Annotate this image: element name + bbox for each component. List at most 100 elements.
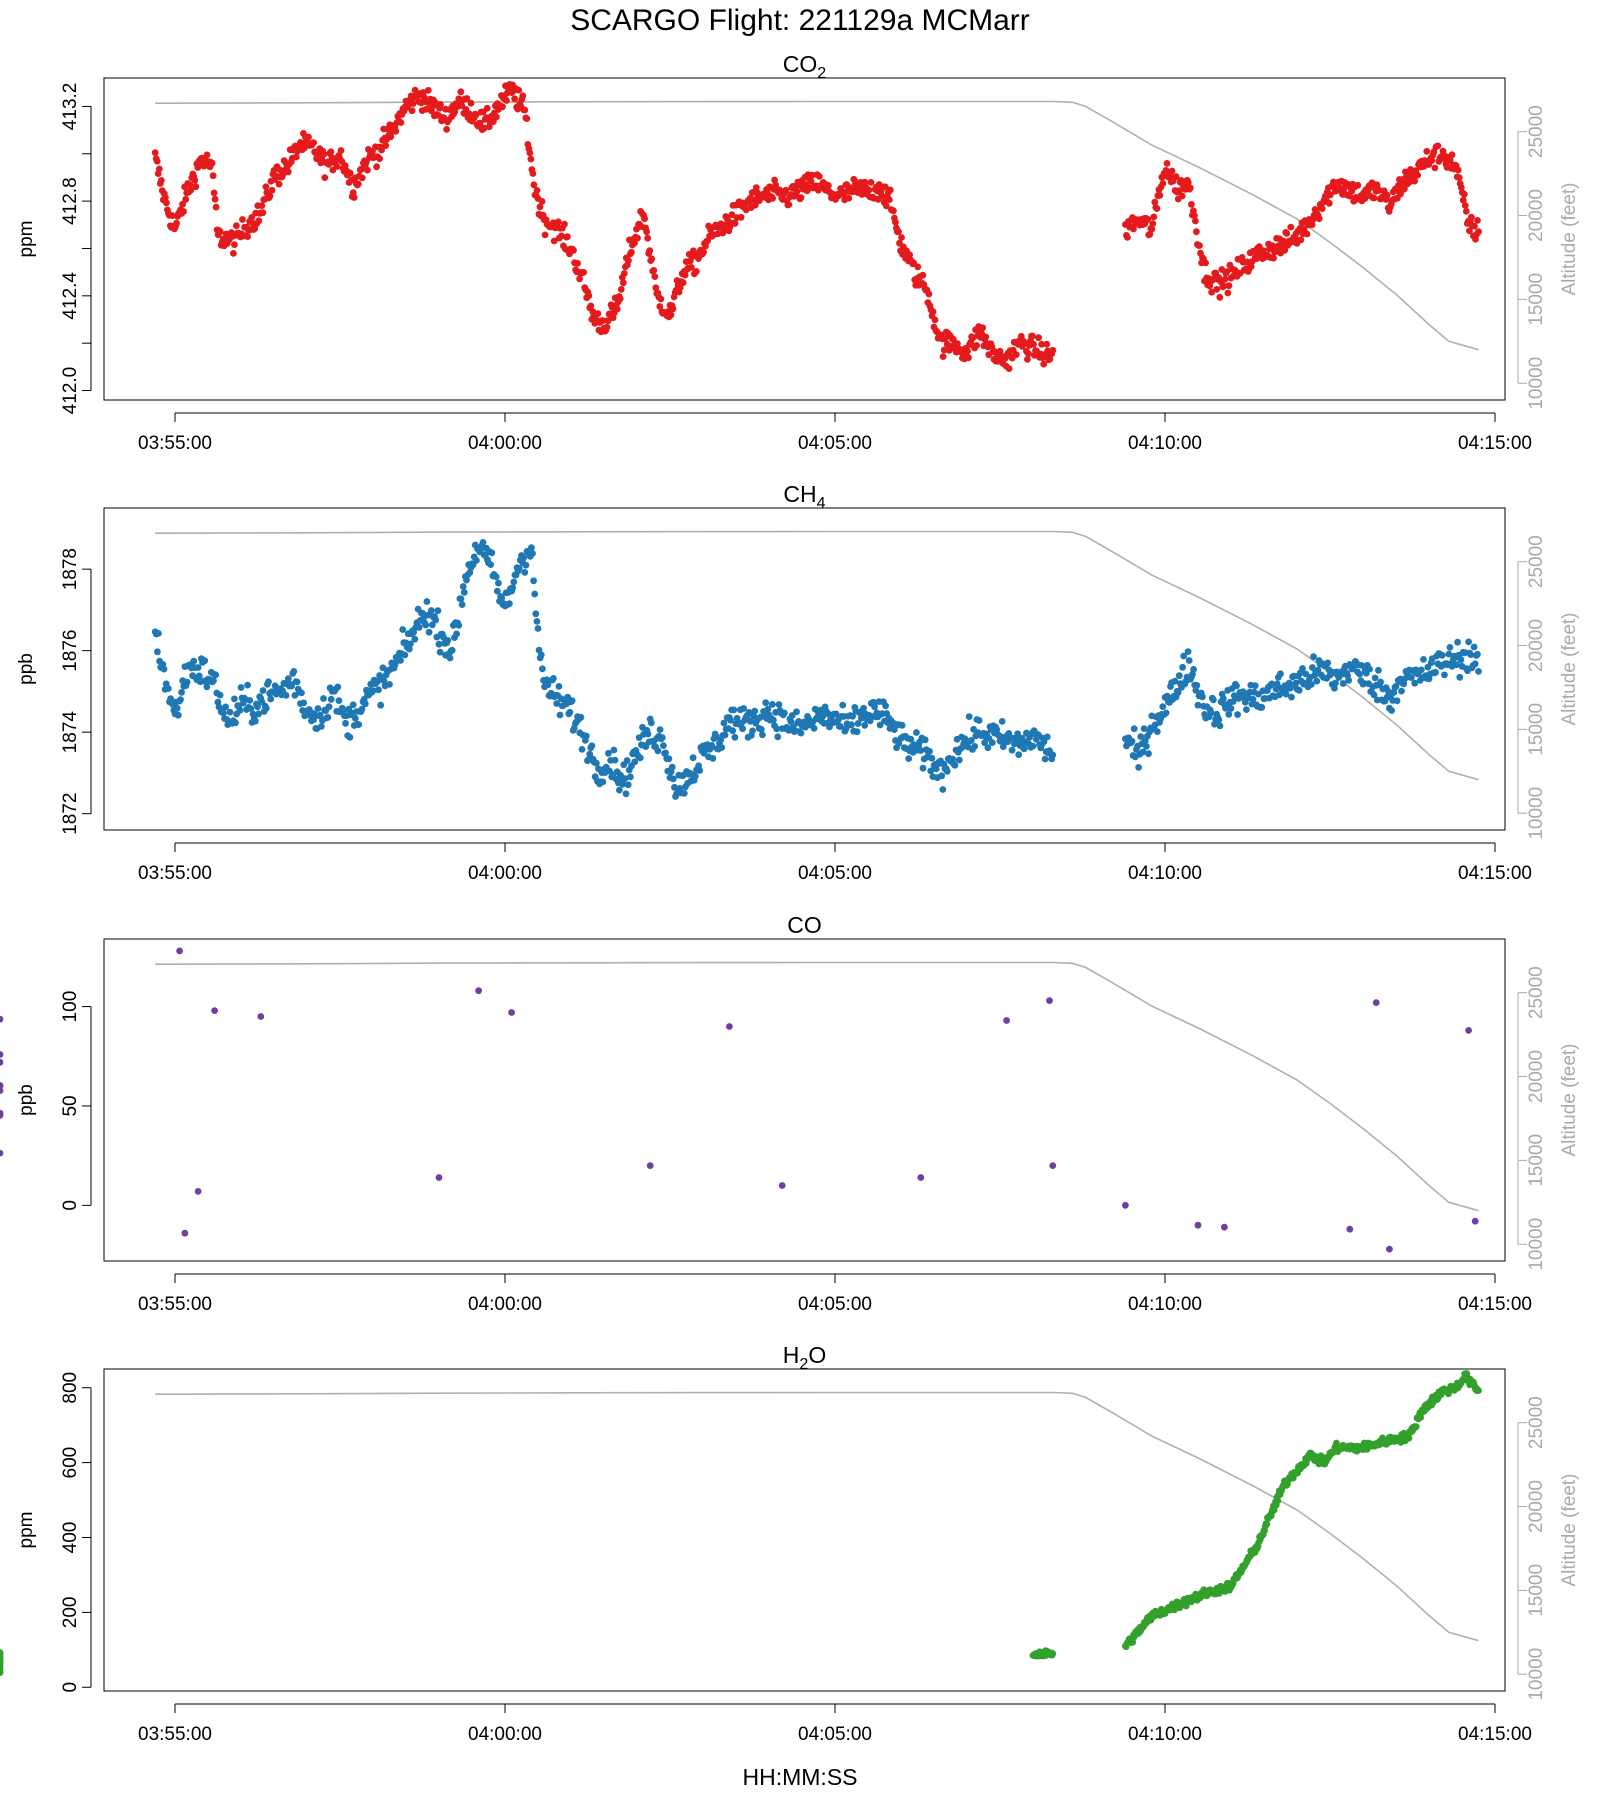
data-point (691, 772, 699, 780)
data-point (1411, 679, 1419, 687)
data-point (251, 717, 259, 725)
x-tick-label: 04:10:00 (1128, 863, 1202, 884)
data-point (1151, 198, 1159, 206)
y-axis-label: ppb (16, 1084, 37, 1116)
data-point (355, 721, 363, 728)
data-point (1156, 192, 1164, 199)
data-point (858, 714, 865, 722)
altitude-tick-label: 25000 (1526, 535, 1547, 588)
data-point (556, 711, 564, 719)
data-point (1466, 227, 1473, 235)
data-point (1420, 656, 1427, 663)
data-point (898, 721, 906, 729)
data-point (810, 724, 818, 732)
data-point (1014, 730, 1021, 738)
data-point (631, 758, 639, 766)
data-point (244, 681, 252, 689)
data-point (533, 187, 541, 194)
data-points (0, 1370, 1482, 1676)
data-point (305, 133, 312, 141)
data-point (746, 717, 754, 725)
data-point (550, 237, 558, 245)
data-point (1049, 751, 1057, 759)
data-point (324, 714, 332, 721)
data-point (361, 700, 369, 708)
x-tick-label: 03:55:00 (138, 433, 212, 454)
data-point (656, 726, 664, 733)
data-point (427, 607, 435, 614)
data-point (689, 754, 697, 762)
data-point (194, 164, 202, 171)
data-point (1043, 340, 1051, 348)
data-point (262, 705, 270, 712)
data-point (669, 305, 677, 313)
data-point (479, 539, 487, 546)
data-point (1287, 223, 1295, 231)
data-point (620, 270, 628, 277)
data-point (316, 711, 324, 719)
data-point (577, 713, 585, 721)
data-point (1471, 660, 1479, 668)
altitude-tick-label: 20000 (1526, 189, 1547, 242)
panel-title-main: CO (787, 912, 822, 938)
data-point (613, 305, 621, 313)
data-point (882, 702, 889, 710)
data-point (588, 742, 596, 750)
data-point (938, 772, 946, 780)
x-tick-label: 03:55:00 (138, 1724, 212, 1745)
y-tick-label: 600 (60, 1447, 81, 1479)
data-point (739, 725, 746, 733)
data-point (522, 561, 530, 569)
data-point (233, 222, 240, 230)
data-point (751, 707, 759, 715)
data-point (1358, 662, 1366, 669)
data-point (1175, 187, 1183, 195)
data-point (1163, 692, 1171, 700)
data-point (927, 767, 935, 775)
data-point (1135, 764, 1142, 771)
x-axis-label: HH:MM:SS (742, 1764, 858, 1790)
data-point (1324, 659, 1332, 667)
data-point (762, 699, 770, 707)
data-point (530, 577, 537, 585)
data-point (553, 700, 561, 707)
altitude-tick-label: 25000 (1526, 1396, 1547, 1449)
data-point (807, 178, 815, 185)
data-point (1130, 225, 1137, 233)
data-point (191, 176, 199, 184)
data-point (668, 763, 676, 771)
data-point (775, 701, 783, 708)
data-point (377, 701, 385, 709)
data-point (769, 194, 776, 202)
data-point (216, 691, 224, 699)
data-point (1263, 1520, 1271, 1528)
panel-title: CO (787, 912, 822, 938)
data-point (457, 595, 465, 603)
y-tick-label: 100 (60, 991, 81, 1023)
data-point (533, 618, 541, 625)
data-point (248, 214, 256, 221)
data-point (521, 569, 529, 576)
data-point (335, 697, 343, 704)
data-point (192, 183, 200, 191)
data-point (190, 657, 198, 665)
data-point (764, 705, 772, 713)
data-point (1247, 263, 1255, 270)
data-point (292, 153, 300, 161)
data-point (622, 790, 630, 798)
data-point (619, 780, 627, 788)
data-point (917, 747, 925, 754)
data-point (354, 180, 362, 188)
data-point (605, 749, 612, 757)
data-point (0, 1149, 4, 1157)
data-point (0, 1650, 4, 1658)
data-point (1140, 725, 1148, 732)
data-point (926, 748, 933, 755)
data-point (230, 250, 237, 257)
data-point (988, 739, 996, 746)
data-point (182, 196, 190, 203)
y-axis-label: ppb (16, 653, 37, 685)
data-point (1283, 230, 1291, 237)
data-point (886, 186, 894, 194)
data-point (153, 157, 161, 165)
